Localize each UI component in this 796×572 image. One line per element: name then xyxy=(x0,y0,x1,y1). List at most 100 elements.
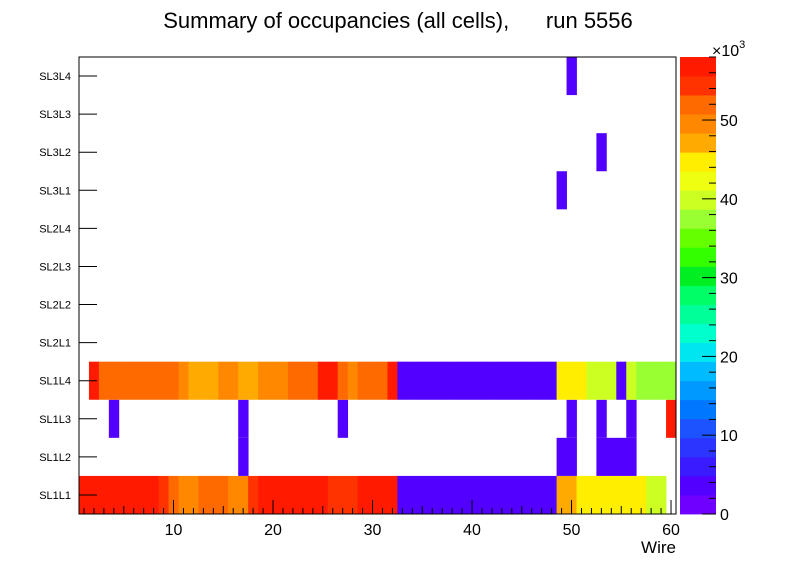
heatmap-cell xyxy=(576,361,587,400)
heatmap-cell xyxy=(576,475,587,514)
heatmap-cell xyxy=(566,399,577,438)
heatmap-cell xyxy=(268,361,279,400)
heatmap-cell xyxy=(656,475,667,514)
heatmap-cell xyxy=(118,475,130,514)
x-tick-label: 40 xyxy=(463,522,481,539)
heatmap-cell xyxy=(158,361,169,400)
colorbar-segment xyxy=(680,380,716,401)
heatmap-cells xyxy=(79,57,677,514)
heatmap-cell xyxy=(516,475,528,514)
heatmap-cell xyxy=(317,475,329,514)
x-tick-label: 30 xyxy=(364,522,382,539)
heatmap-cell xyxy=(228,475,239,514)
heatmap-cell xyxy=(656,361,667,400)
heatmap-cell xyxy=(98,475,110,514)
heatmap-cell xyxy=(208,361,219,400)
heatmap-cell xyxy=(586,361,597,400)
heatmap-cell xyxy=(437,361,448,400)
heatmap-cell xyxy=(586,475,597,514)
heatmap-cell xyxy=(208,475,219,514)
chart-title: Summary of occupancies (all cells), run … xyxy=(163,8,633,33)
heatmap-cell xyxy=(566,475,577,514)
y-tick-label: SL3L3 xyxy=(39,109,71,121)
heatmap-cell xyxy=(566,437,577,476)
heatmap-cell xyxy=(556,361,567,400)
heatmap-cell xyxy=(457,475,468,514)
colorbar-segment xyxy=(680,494,716,515)
heatmap-cell xyxy=(397,475,408,514)
heatmap-cell xyxy=(556,437,567,476)
heatmap-cell xyxy=(467,361,478,400)
heatmap-cell xyxy=(347,361,358,400)
colorbar-tick-label: 20 xyxy=(720,349,738,366)
heatmap-cell xyxy=(337,399,349,438)
colorbar-segment xyxy=(680,209,716,229)
heatmap-cell xyxy=(178,361,189,400)
heatmap-cell xyxy=(108,361,120,400)
colorbar-tick-label: 10 xyxy=(720,428,738,445)
heatmap-cell xyxy=(307,361,319,400)
heatmap-cell xyxy=(337,361,349,400)
x-tick-label: 50 xyxy=(563,522,581,539)
colorbar-segment xyxy=(680,114,716,134)
heatmap-cell xyxy=(636,361,647,400)
heatmap-cell xyxy=(626,475,637,514)
heatmap-cell xyxy=(297,361,309,400)
heatmap-cell xyxy=(138,475,150,514)
heatmap-cell xyxy=(457,361,468,400)
heatmap-cell xyxy=(626,437,637,476)
x-axis: 10 20 30 40 50 60 xyxy=(83,500,680,539)
heatmap-cell xyxy=(606,475,617,514)
y-tick-label: SL1L1 xyxy=(39,490,71,502)
heatmap-cell xyxy=(666,361,677,400)
heatmap-cell xyxy=(546,361,557,400)
heatmap-cell xyxy=(367,361,378,400)
colorbar-segment xyxy=(680,437,716,458)
x-tick-label: 20 xyxy=(264,522,282,539)
colorbar-segment xyxy=(680,304,716,324)
heatmap-cell xyxy=(198,361,209,400)
colorbar-segment xyxy=(680,418,716,439)
heatmap-cell xyxy=(327,475,339,514)
heatmap-cell xyxy=(337,475,349,514)
heatmap-cell xyxy=(437,475,448,514)
heatmap-cell xyxy=(238,475,249,514)
heatmap-cell xyxy=(636,475,647,514)
heatmap-cell xyxy=(666,399,677,438)
heatmap-cell xyxy=(188,361,199,400)
heatmap-cell xyxy=(367,475,378,514)
heatmap-cell xyxy=(347,475,358,514)
heatmap-cell xyxy=(427,475,438,514)
heatmap-cell xyxy=(616,475,627,514)
heatmap-cell xyxy=(596,133,607,172)
colorbar-exponent-base: ×10 xyxy=(712,43,739,60)
heatmap-cell xyxy=(427,361,438,400)
colorbar-segment xyxy=(680,323,716,344)
colorbar-segment xyxy=(680,171,716,191)
heatmap-cell xyxy=(188,475,199,514)
y-tick-label: SL3L1 xyxy=(39,185,71,197)
colorbar-tick-label: 30 xyxy=(720,271,738,288)
heatmap-cell xyxy=(596,475,607,514)
heatmap-cell xyxy=(118,361,130,400)
heatmap-cell xyxy=(178,475,189,514)
heatmap-cell xyxy=(546,475,557,514)
heatmap-cell xyxy=(397,361,408,400)
colorbar-segment xyxy=(680,133,716,153)
heatmap-cell xyxy=(158,475,169,514)
colorbar-segment xyxy=(680,228,716,248)
heatmap-cell xyxy=(377,361,388,400)
heatmap-cell xyxy=(407,361,418,400)
heatmap-cell xyxy=(357,361,368,400)
colorbar-segment xyxy=(680,247,716,267)
heatmap-cell xyxy=(526,361,538,400)
heatmap-cell xyxy=(128,361,140,400)
heatmap-cell xyxy=(108,475,120,514)
colorbar-segment xyxy=(680,95,716,115)
heatmap-cell xyxy=(626,361,637,400)
heatmap-cell xyxy=(596,361,607,400)
heatmap-cell xyxy=(596,437,607,476)
heatmap-cell xyxy=(258,475,269,514)
colorbar-segment xyxy=(680,475,716,496)
heatmap-cell xyxy=(327,361,339,400)
